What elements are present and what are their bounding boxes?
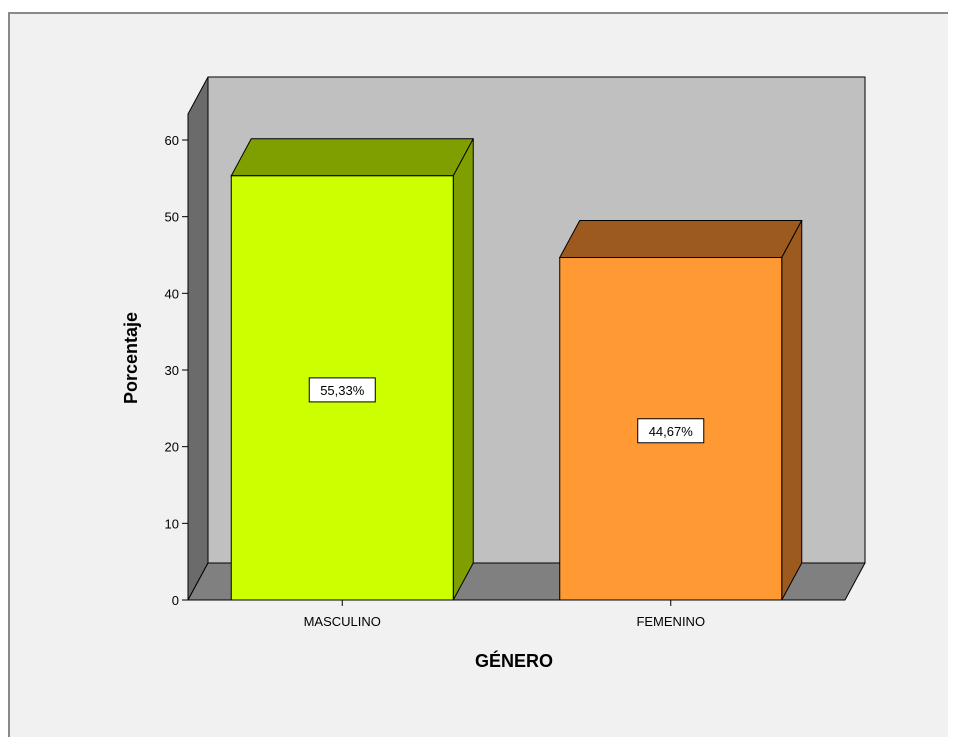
y-tick-label: 60 — [165, 133, 179, 148]
bar-top — [558, 220, 803, 259]
bar-top — [230, 138, 475, 177]
data-label: 44,67% — [637, 418, 705, 444]
data-label-text: 44,67% — [649, 424, 694, 439]
data-label-text: 55,33% — [320, 383, 365, 398]
y-tick-label: 50 — [165, 210, 179, 225]
bar-group: 44,67% — [558, 220, 803, 601]
y-tick-label: 30 — [165, 363, 179, 378]
x-tick-label: MASCULINO — [304, 614, 381, 629]
data-label-box — [308, 377, 376, 403]
bar-group: 55,33% — [230, 138, 475, 601]
data-label-box — [637, 418, 705, 444]
y-tick-label: 10 — [165, 516, 179, 531]
y-tick-label: 40 — [165, 286, 179, 301]
bar-side — [452, 138, 474, 601]
y-axis: 0 10 20 30 40 50 60 — [165, 133, 189, 608]
side-wall — [187, 76, 209, 601]
bar-side — [781, 220, 803, 601]
x-tick-label: FEMENINO — [636, 614, 705, 629]
x-axis: MASCULINO FEMENINO — [188, 599, 845, 629]
data-label: 55,33% — [308, 377, 376, 403]
y-tick-label: 20 — [165, 440, 179, 455]
y-tick-label: 0 — [172, 593, 179, 608]
bars: 55,33% 44,67% — [230, 138, 803, 601]
y-axis-title: Porcentaje — [121, 312, 141, 404]
x-axis-title: GÉNERO — [475, 650, 553, 671]
